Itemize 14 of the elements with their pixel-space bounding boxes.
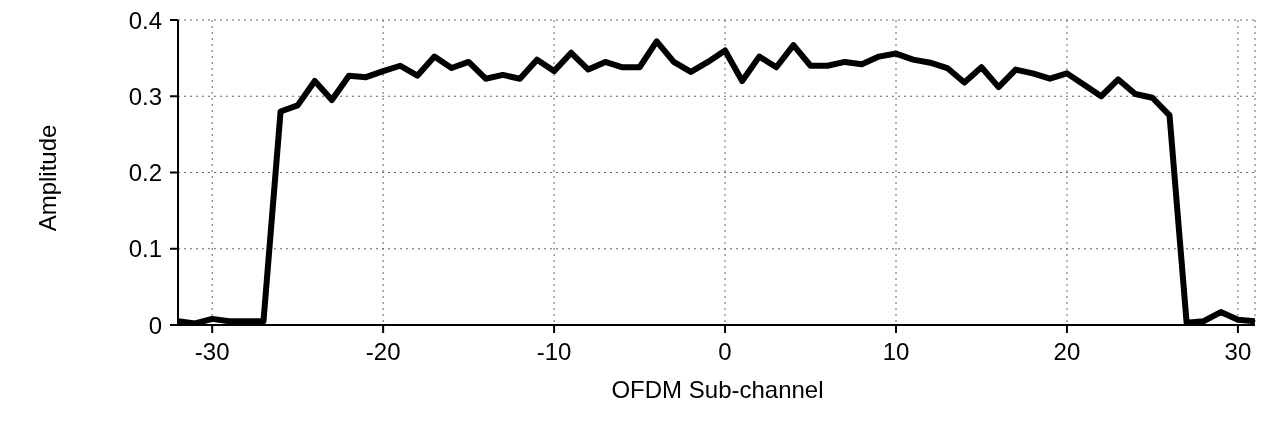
- x-axis-title: OFDM Sub-channel: [610, 376, 825, 404]
- x-tick-label: 30: [1224, 338, 1252, 366]
- x-tick-label: -10: [536, 338, 572, 366]
- x-tick-label: 0: [718, 338, 732, 366]
- x-tick-label: -20: [365, 338, 401, 366]
- y-tick-label: 0.1: [128, 235, 162, 263]
- y-tick-label: 0: [148, 311, 162, 339]
- y-tick-label: 0.2: [128, 159, 162, 187]
- y-axis-title: Amplitude: [34, 124, 62, 232]
- y-tick-label: 0.3: [128, 82, 162, 110]
- y-tick-label: 0.4: [128, 6, 162, 34]
- x-tick-label: 10: [882, 338, 910, 366]
- x-tick-label: -30: [194, 338, 230, 366]
- x-tick-label: 20: [1053, 338, 1081, 366]
